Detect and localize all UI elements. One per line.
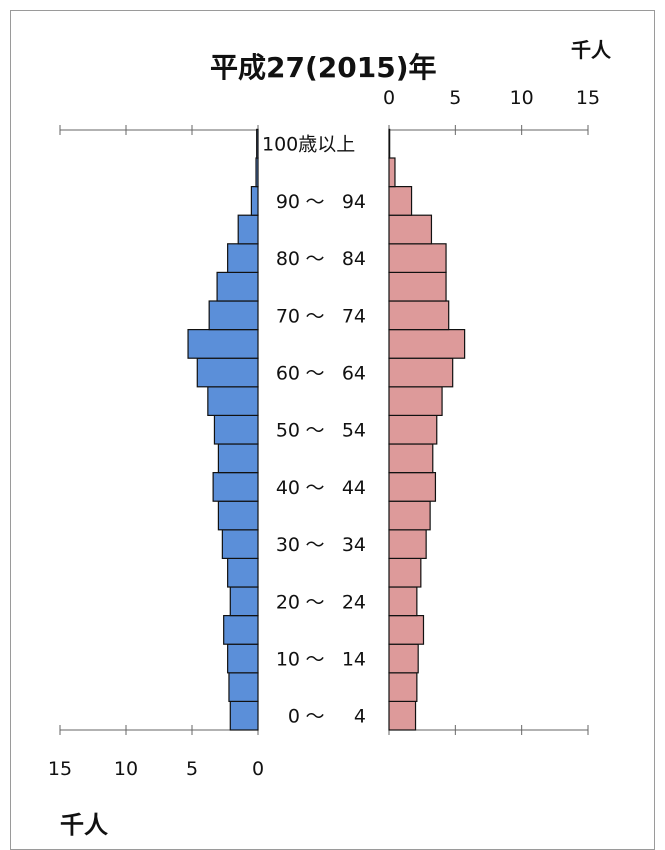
left-bar <box>227 243 259 274</box>
age-label-lower: 60 <box>276 363 300 385</box>
right-bar <box>388 614 425 645</box>
age-label-tilde: ～ <box>305 420 324 442</box>
right-bar <box>388 329 466 359</box>
left-bar <box>216 271 259 302</box>
top-tick-label: 15 <box>576 87 600 109</box>
left-bar <box>228 672 259 702</box>
left-bar <box>208 300 259 331</box>
left-bar <box>196 357 259 388</box>
right-bar <box>388 214 433 245</box>
right-bar <box>388 672 418 702</box>
left-bar <box>212 472 259 502</box>
right-bar <box>388 357 454 388</box>
age-label-100-plus: 100歳以上 <box>262 134 355 156</box>
left-bar <box>256 128 259 159</box>
right-bar <box>388 700 417 731</box>
right-bar <box>388 472 437 502</box>
age-label-tilde: ～ <box>305 305 324 327</box>
age-label-lower: 0 <box>288 706 300 728</box>
right-bar <box>388 500 431 531</box>
chart-title: 平成27(2015)年 <box>210 51 437 84</box>
bottom-tick-label: 10 <box>114 758 138 780</box>
left-bar <box>227 643 259 674</box>
right-bar <box>388 243 447 274</box>
top-tick-label: 5 <box>449 87 461 109</box>
left-bar <box>223 614 259 645</box>
left-bar <box>250 186 259 216</box>
age-label-upper: 54 <box>342 420 366 442</box>
age-label-lower: 20 <box>276 591 300 613</box>
right-bar <box>388 414 438 445</box>
top-tick-label: 0 <box>383 87 395 109</box>
age-label-lower: 70 <box>276 305 300 327</box>
left-bar <box>229 586 259 617</box>
left-bar <box>207 386 259 416</box>
left-bar <box>187 329 259 359</box>
age-label-upper: 14 <box>342 649 366 671</box>
age-label-lower: 80 <box>276 248 300 270</box>
right-bar <box>388 557 422 588</box>
age-label-upper: 34 <box>342 534 366 556</box>
age-label-tilde: ～ <box>305 706 324 728</box>
age-label-lower: 10 <box>276 649 300 671</box>
age-label-lower: 90 <box>276 191 300 213</box>
age-label-lower: 50 <box>276 420 300 442</box>
left-bar <box>217 443 259 474</box>
age-label-upper: 84 <box>342 248 366 270</box>
right-bar <box>388 443 434 474</box>
left-bar <box>217 500 259 531</box>
age-label-lower: 40 <box>276 477 300 499</box>
top-axis-unit: 千人 <box>571 38 611 62</box>
bottom-tick-label: 5 <box>186 758 198 780</box>
age-label-upper: 94 <box>342 191 366 213</box>
age-label-upper: 24 <box>342 591 366 613</box>
age-label-tilde: ～ <box>305 591 324 613</box>
bottom-tick-label: 15 <box>48 758 72 780</box>
age-label-upper: 4 <box>354 706 366 728</box>
right-bar <box>388 586 418 617</box>
left-bar <box>227 557 259 588</box>
age-label-tilde: ～ <box>305 534 324 556</box>
age-label-tilde: ～ <box>305 191 324 213</box>
left-bar <box>237 214 259 245</box>
bottom-axis-unit: 千人 <box>60 811 108 839</box>
age-label-tilde: ～ <box>305 477 324 499</box>
age-label-tilde: ～ <box>305 363 324 385</box>
age-label-tilde: ～ <box>305 649 324 671</box>
left-bar <box>229 700 259 731</box>
age-label-upper: 64 <box>342 363 366 385</box>
age-label-upper: 44 <box>342 477 366 499</box>
age-label-lower: 30 <box>276 534 300 556</box>
left-bar <box>255 157 259 188</box>
right-bar <box>388 186 413 216</box>
right-bar <box>388 643 419 674</box>
left-bar <box>221 529 259 559</box>
right-bar <box>388 157 396 188</box>
top-tick-label: 10 <box>510 87 534 109</box>
right-bar <box>388 386 443 416</box>
left-bar <box>213 414 259 445</box>
right-bar <box>388 271 447 302</box>
age-label-upper: 74 <box>342 305 366 327</box>
right-bar <box>388 300 450 331</box>
right-bar <box>388 128 391 159</box>
bottom-tick-label: 0 <box>252 758 264 780</box>
age-label-tilde: ～ <box>305 248 324 270</box>
right-bar <box>388 529 427 559</box>
